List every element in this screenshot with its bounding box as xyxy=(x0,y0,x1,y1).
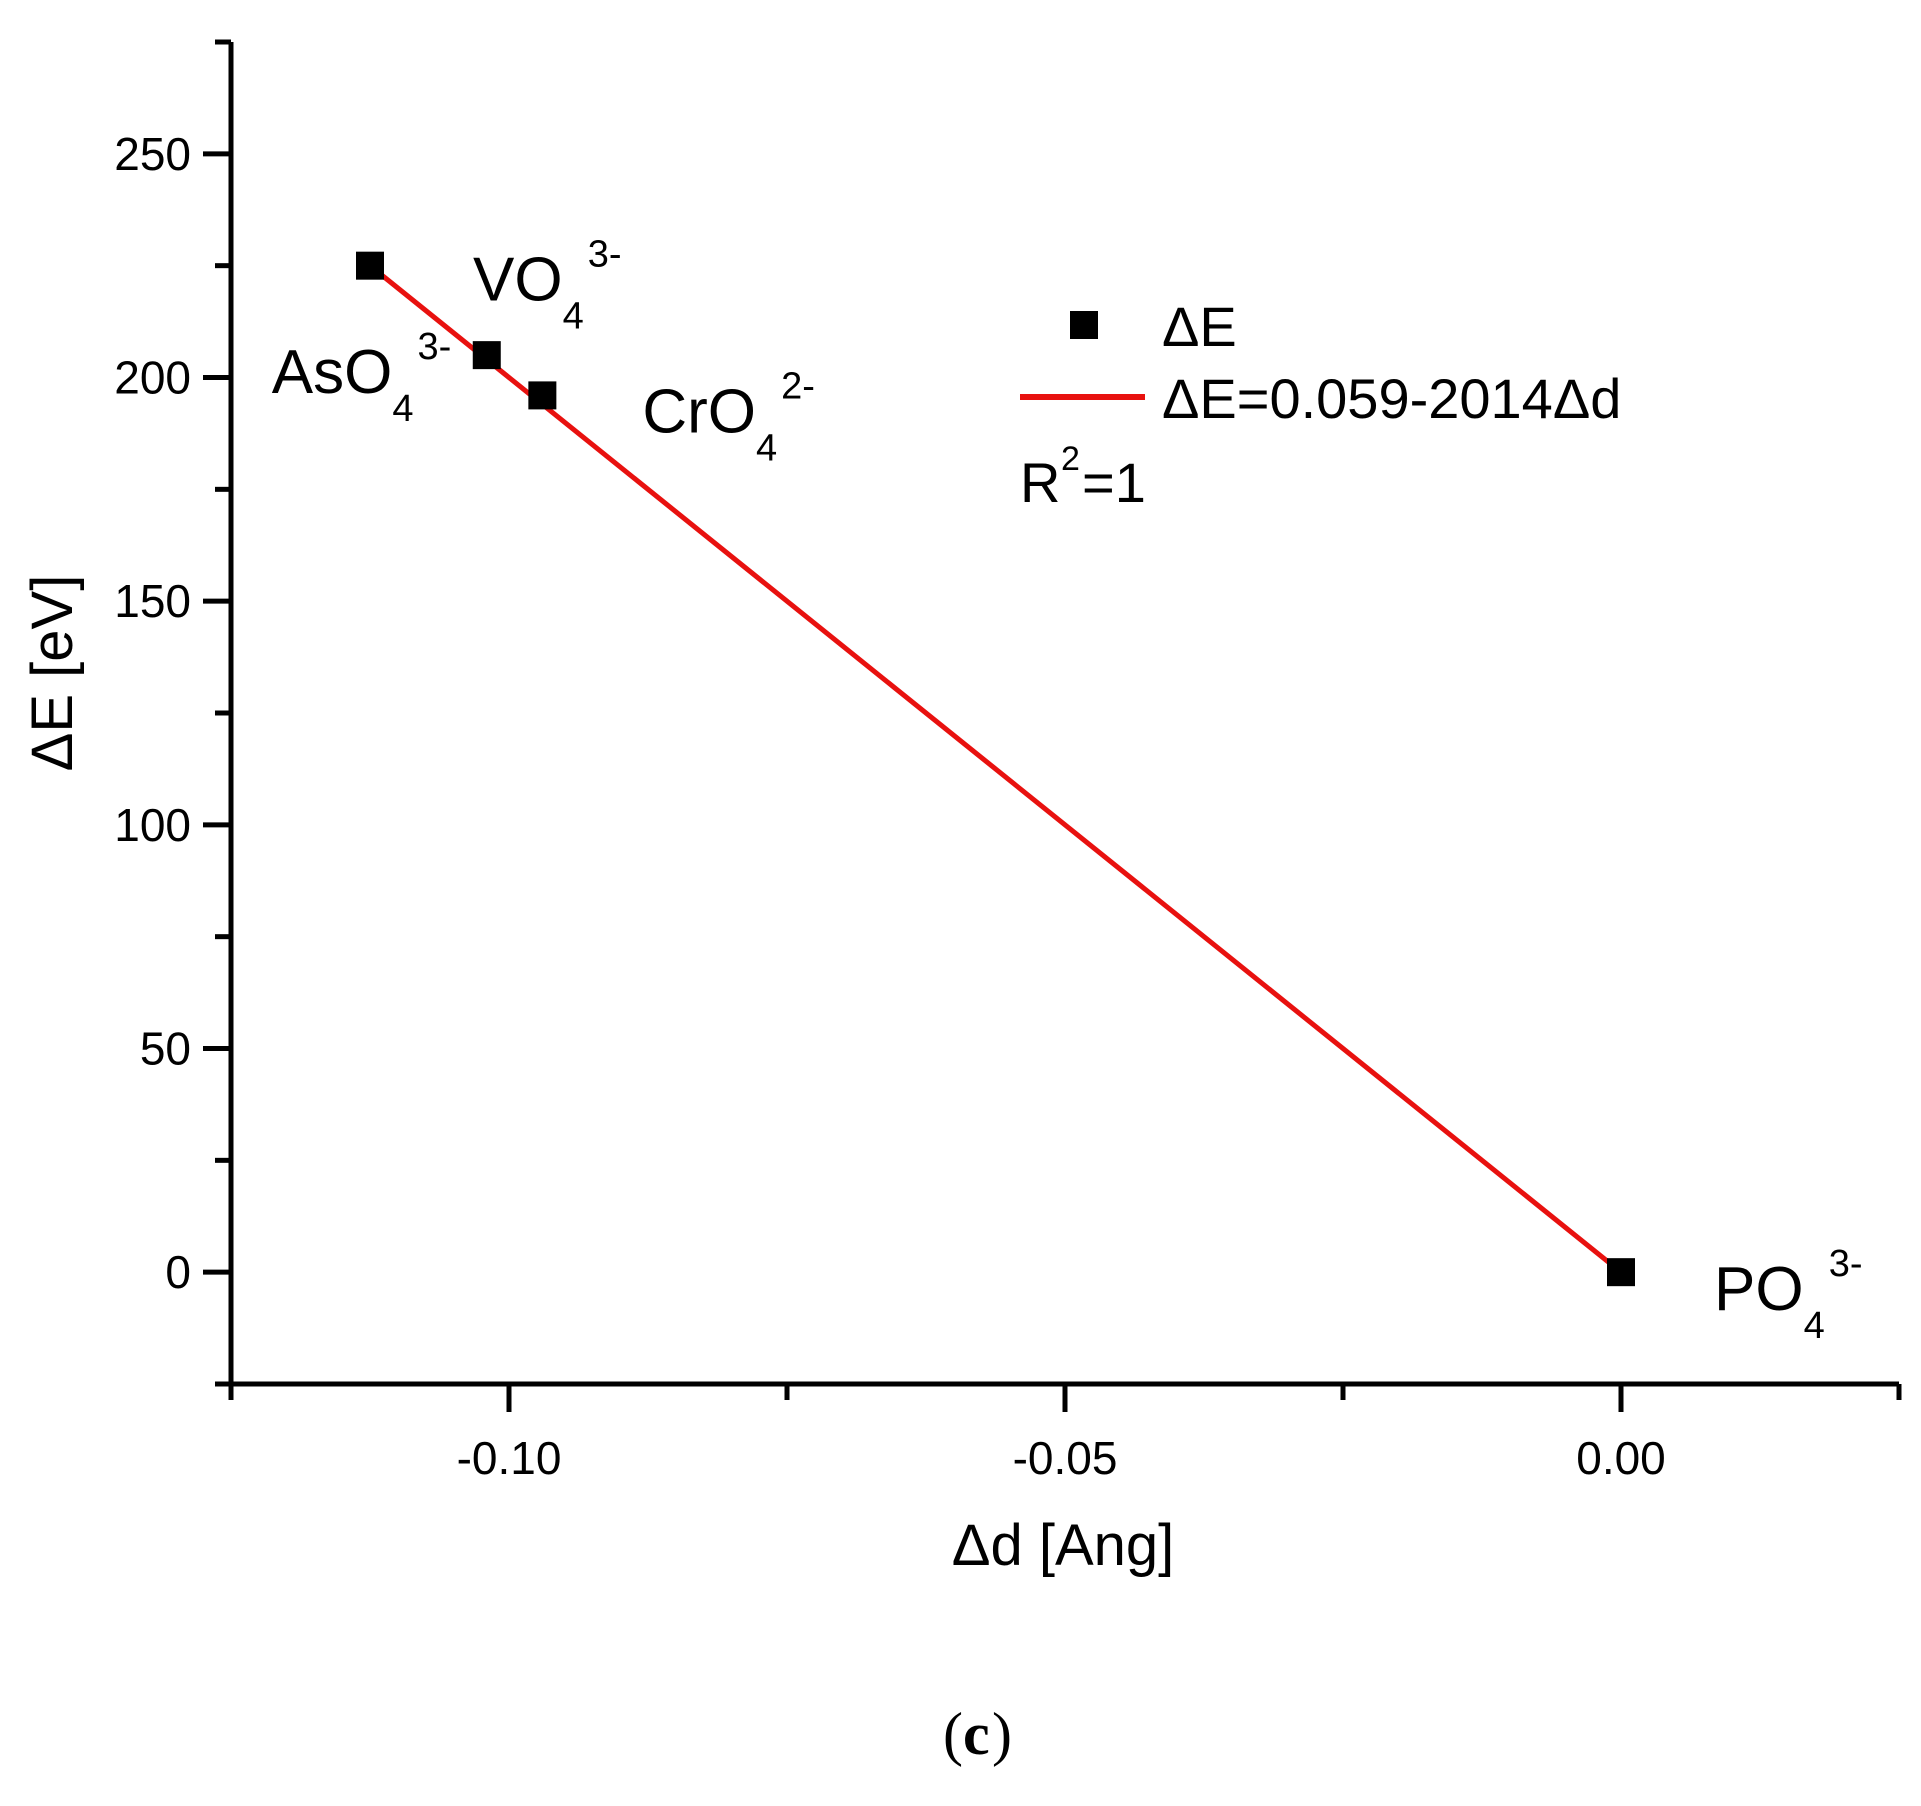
r2-value: =1 xyxy=(1082,451,1146,514)
caption-close-paren: ) xyxy=(992,1701,1012,1767)
y-tick-label: 100 xyxy=(114,799,191,851)
fit-line xyxy=(368,263,1623,1275)
point-label-aso: AsO43- xyxy=(272,326,452,430)
point-label-po-formula: PO xyxy=(1714,1255,1804,1324)
caption-letter: c xyxy=(963,1701,990,1767)
point-label-po: PO43- xyxy=(1714,1243,1863,1347)
data-point-po xyxy=(1607,1258,1635,1287)
point-label-cro-formula: CrO xyxy=(642,377,756,446)
y-tick-label: 50 xyxy=(140,1023,191,1075)
r2-base: R xyxy=(1020,451,1060,514)
data-point-vo xyxy=(356,251,384,280)
y-tick-label: 150 xyxy=(114,575,191,627)
point-label-vo: VO43- xyxy=(473,234,622,338)
point-label-po-superscript: 3- xyxy=(1829,1243,1863,1285)
point-label-po-subscript: 4 xyxy=(1804,1305,1825,1347)
axes xyxy=(228,42,1899,1387)
point-labels: VO43-AsO43-CrO42-PO43- xyxy=(272,234,1863,1347)
figure-caption: ( c ) xyxy=(943,1701,1012,1767)
tick-marks xyxy=(203,39,1902,1412)
legend-entry-line: ΔE=0.059-2014Δd xyxy=(1162,367,1621,430)
point-label-cro-subscript: 4 xyxy=(756,427,777,469)
point-label-aso-formula: AsO xyxy=(272,338,393,407)
point-label-aso-superscript: 3- xyxy=(417,326,451,368)
r2-superscript: 2 xyxy=(1061,440,1080,478)
legend: ΔE ΔE=0.059-2014Δd R 2 =1 xyxy=(1020,295,1621,514)
caption-open-paren: ( xyxy=(943,1701,963,1767)
tick-labels: 0 50 100 150 200 250 -0.10 -0.05 0.00 xyxy=(114,128,1666,1484)
point-label-aso-subscript: 4 xyxy=(392,388,413,430)
legend-entry-scatter: ΔE xyxy=(1162,295,1237,358)
y-tick-label: 200 xyxy=(114,352,191,404)
point-label-vo-formula: VO xyxy=(473,246,563,315)
legend-marker-square xyxy=(1070,311,1098,339)
point-label-cro: CrO42- xyxy=(642,365,815,469)
y-tick-label: 250 xyxy=(114,128,191,180)
x-axis-title: Δd [Ang] xyxy=(952,1513,1175,1578)
x-tick-label: 0.00 xyxy=(1576,1432,1666,1484)
fit-line-series xyxy=(368,263,1623,1275)
point-label-vo-superscript: 3- xyxy=(588,234,622,276)
data-point-aso xyxy=(472,341,501,370)
y-axis-title: ΔE [eV] xyxy=(20,575,85,772)
r-squared-annotation: R 2 =1 xyxy=(1020,440,1146,514)
point-label-vo-subscript: 4 xyxy=(563,296,584,338)
x-tick-label: -0.05 xyxy=(1013,1432,1118,1484)
data-point-cro xyxy=(528,381,557,410)
scatter-series xyxy=(356,251,1635,1287)
y-tick-label: 0 xyxy=(165,1246,191,1298)
point-label-cro-superscript: 2- xyxy=(781,365,815,407)
x-tick-label: -0.10 xyxy=(457,1432,562,1484)
